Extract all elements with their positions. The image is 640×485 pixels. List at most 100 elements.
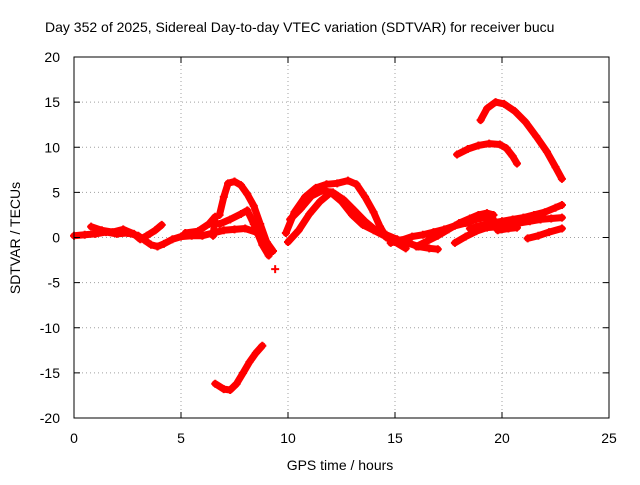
data-point <box>153 242 162 251</box>
y-tick-label: -5 <box>48 275 61 291</box>
y-tick-label: 0 <box>52 230 60 246</box>
data-point <box>500 99 509 108</box>
series-arc-18 <box>211 341 267 395</box>
data-point <box>380 231 389 240</box>
y-tick-label: 10 <box>44 139 60 155</box>
data-point <box>232 379 241 388</box>
data-point <box>423 237 432 246</box>
data-point <box>523 234 532 243</box>
data-point <box>230 177 239 186</box>
y-axis-label: SDTVAR / TECUs <box>7 182 23 294</box>
data-point <box>476 116 485 125</box>
data-point <box>177 232 185 241</box>
series-arc-3 <box>181 212 220 240</box>
data-point <box>181 228 190 237</box>
data-point <box>198 231 207 240</box>
data-point <box>243 206 252 215</box>
data-point <box>474 141 483 150</box>
data-point <box>333 179 342 188</box>
data-point <box>249 219 258 228</box>
data-point <box>224 179 233 188</box>
series-arc-17 <box>476 98 566 183</box>
data-point <box>519 213 528 222</box>
data-point <box>502 144 511 153</box>
data-point <box>219 226 228 235</box>
series-arc-6 <box>271 265 280 274</box>
data-point <box>461 232 470 241</box>
data-point <box>487 219 496 228</box>
data-point <box>264 251 273 260</box>
data-point <box>243 190 252 199</box>
series-arc-11 <box>412 209 498 251</box>
data-point <box>337 197 346 206</box>
data-point <box>433 245 442 254</box>
data-point <box>136 235 145 244</box>
series-trace <box>181 213 219 240</box>
data-point <box>326 188 335 197</box>
x-tick-label: 10 <box>280 430 296 446</box>
data-point <box>245 358 254 367</box>
data-point <box>489 210 498 219</box>
data-point <box>557 213 566 222</box>
data-point <box>401 244 410 253</box>
series-trace <box>466 201 566 232</box>
data-point <box>453 150 462 159</box>
data-point <box>483 104 492 113</box>
data-point <box>512 159 521 168</box>
data-point <box>219 192 228 201</box>
data-point <box>147 240 156 249</box>
data-point <box>485 139 494 148</box>
data-point <box>361 192 370 201</box>
y-tick-label: -15 <box>40 365 60 381</box>
data-point <box>129 229 138 238</box>
data-point <box>211 379 220 388</box>
y-tick-label: -10 <box>40 320 60 336</box>
series-trace <box>477 98 566 183</box>
data-point <box>204 219 213 228</box>
data-point <box>215 210 224 219</box>
data-point <box>540 208 549 217</box>
data-point <box>412 242 421 251</box>
data-point <box>157 220 166 229</box>
data-point <box>358 220 367 229</box>
data-point <box>294 226 303 235</box>
data-point <box>433 231 442 240</box>
data-point <box>151 226 160 235</box>
y-tick-label: 5 <box>52 184 60 200</box>
data-point <box>465 214 474 223</box>
data-point <box>408 232 417 241</box>
chart-title: Day 352 of 2025, Sidereal Day-to-day VTE… <box>45 19 554 35</box>
data-point <box>495 140 504 149</box>
series-arc-9 <box>284 188 410 253</box>
data-point <box>474 210 483 219</box>
data-point <box>532 132 541 141</box>
data-point <box>551 203 560 212</box>
data-point <box>142 231 151 240</box>
data-point <box>547 214 556 223</box>
data-point <box>284 238 292 247</box>
data-point <box>318 186 327 195</box>
series-arc-13 <box>465 201 566 233</box>
data-point <box>463 145 472 154</box>
data-point <box>508 152 517 161</box>
data-series <box>70 98 566 395</box>
data-point <box>119 225 128 234</box>
series-arc-16 <box>453 139 521 168</box>
data-point <box>296 204 305 213</box>
data-point <box>493 226 502 235</box>
x-tick-label: 5 <box>177 430 185 446</box>
x-axis-label: GPS time / hours <box>287 457 394 473</box>
data-point <box>159 239 168 248</box>
series-arc-14 <box>493 223 521 235</box>
data-point <box>491 98 500 107</box>
data-point <box>305 210 314 219</box>
series-arc-4 <box>215 177 271 247</box>
y-tick-label: -20 <box>40 410 60 426</box>
data-point <box>271 265 280 274</box>
data-point <box>241 224 250 233</box>
data-point <box>386 238 395 247</box>
data-point <box>476 221 485 230</box>
data-point <box>316 197 325 206</box>
data-point <box>369 208 378 217</box>
